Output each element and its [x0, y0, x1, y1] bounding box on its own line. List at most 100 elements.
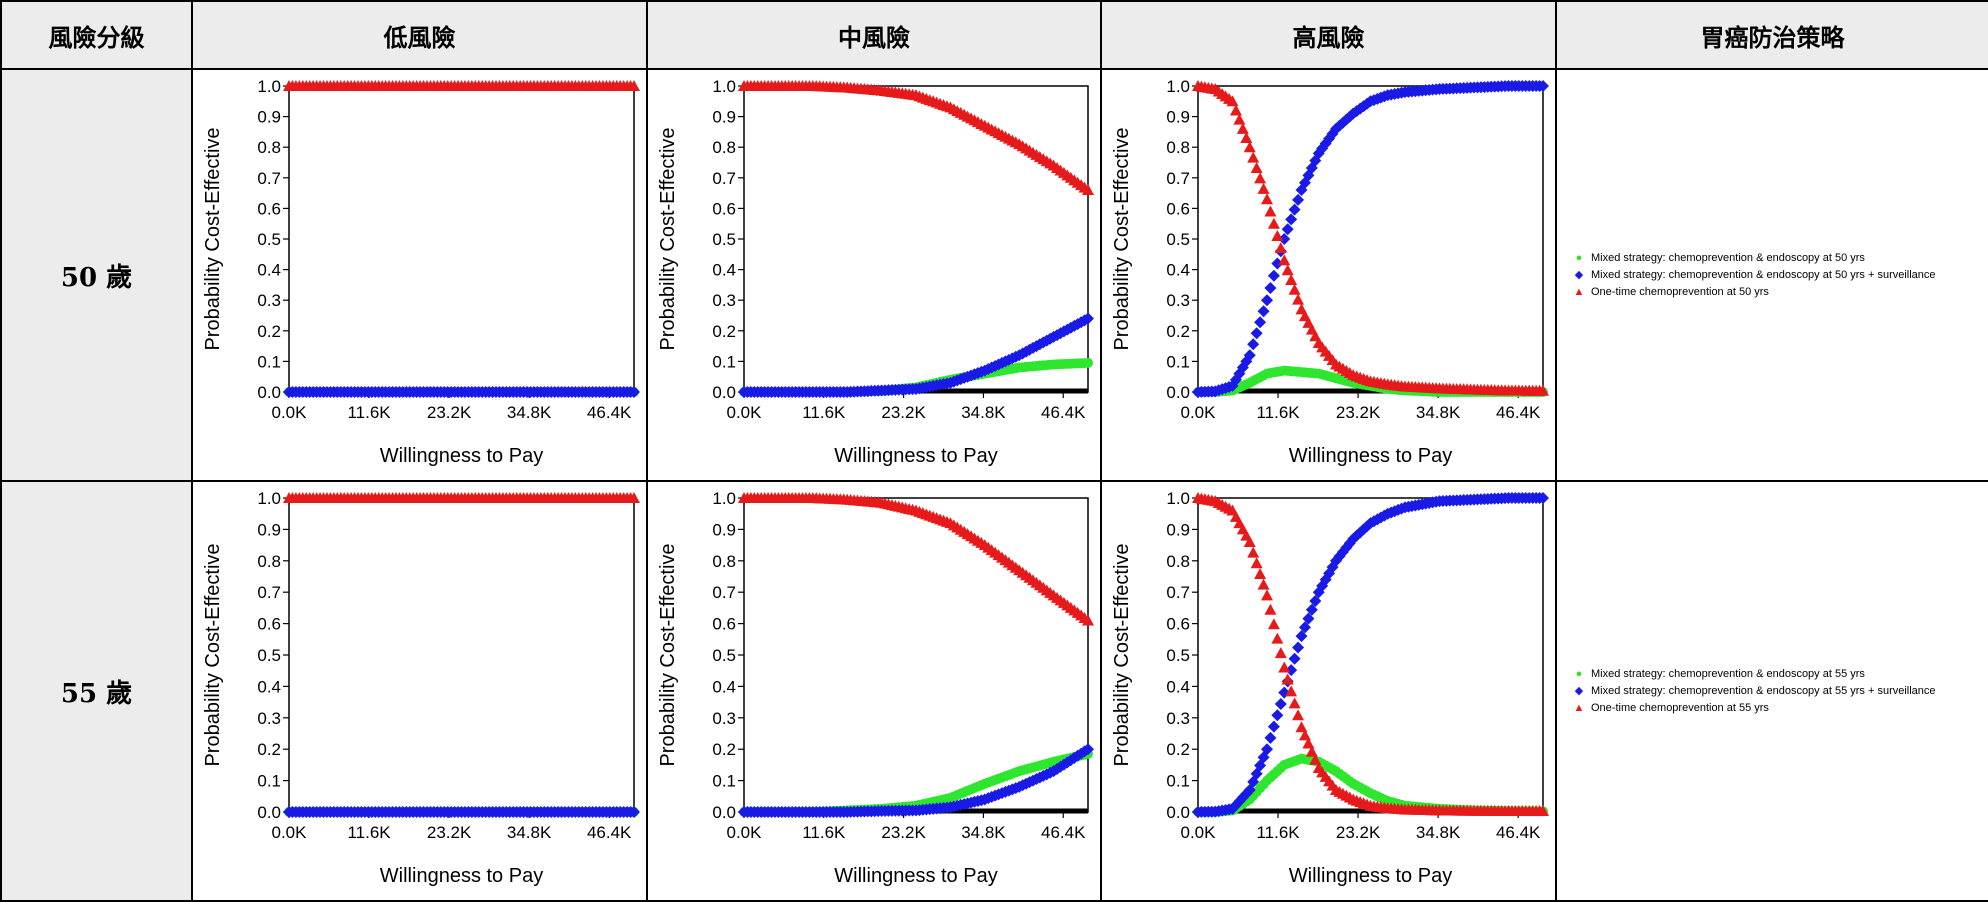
x-tick-label: 11.6K [802, 403, 846, 422]
mixed-surveillance-point [1354, 526, 1367, 539]
one-time-chemoprevention-point [1278, 661, 1291, 673]
one-time-chemoprevention-point [1271, 229, 1284, 241]
header-low-risk: 低風險 [191, 0, 648, 70]
y-tick-label: 0.9 [257, 520, 281, 539]
y-tick-label: 0.8 [257, 552, 281, 571]
x-tick-label: 0.0K [727, 403, 763, 422]
mixed-surveillance-point [1267, 269, 1280, 282]
plot-area [288, 497, 635, 813]
x-tick-label: 34.8K [961, 823, 1006, 842]
y-tick-label: 0.7 [257, 169, 281, 188]
one-time-chemoprevention-point [1082, 184, 1094, 196]
x-tick-label: 0.0K [1181, 403, 1217, 422]
x-tick-label: 46.4K [1496, 403, 1541, 422]
y-tick-label: 0.7 [1166, 583, 1190, 602]
mixed-surveillance-point [1257, 751, 1270, 764]
y-tick-label: 0.0 [257, 383, 281, 402]
mixed-surveillance-point [1343, 110, 1356, 123]
mixed-surveillance-point [1292, 193, 1305, 206]
x-tick-label: 11.6K [1256, 823, 1300, 842]
x-tick-label: 46.4K [587, 403, 632, 422]
one-time-chemoprevention-point [1254, 567, 1267, 579]
mixed-surveillance-point [1250, 327, 1263, 340]
chart-cell: 0.0 0.1 0.2 0.3 0.4 0.5 0.6 0.7 0.8 0.9 1.0 0.0K 11.… [1100, 68, 1557, 482]
chart-55-high-risk: 0.0 0.1 0.2 0.3 0.4 0.5 0.6 0.7 0.8 0.9 1.0 0.0K 11.… [1111, 489, 1549, 887]
chart-50-medium-risk: 0.0 0.1 0.2 0.3 0.4 0.5 0.6 0.7 0.8 0.9 1.0 0.0K 11.… [657, 77, 1094, 467]
mixed-surveillance-point [1233, 367, 1246, 380]
chart-50-high-risk: 0.0 0.1 0.2 0.3 0.4 0.5 0.6 0.7 0.8 0.9 1.0 0.0K 11.… [1111, 77, 1549, 467]
one-time-chemoprevention-point [1250, 162, 1263, 174]
triangle-marker-icon: ▲ [1573, 285, 1585, 298]
mixed-surveillance-point [1336, 546, 1349, 559]
chart-55-low-risk: 0.0 0.1 0.2 0.3 0.4 0.5 0.6 0.7 0.8 0.9 1.0 0.0K 11.… [202, 489, 640, 887]
mixed-surveillance-point [1264, 281, 1277, 294]
legend-item: ▲ One-time chemoprevention at 50 yrs [1573, 284, 1988, 301]
legend-label: One-time chemoprevention at 50 yrs [1591, 286, 1769, 298]
plot-area [288, 85, 635, 393]
y-tick-label: 0.9 [257, 108, 281, 127]
y-tick-label: 0.4 [1166, 677, 1190, 696]
one-time-chemoprevention-point [1292, 293, 1305, 305]
y-tick-label: 0.7 [257, 583, 281, 602]
mixed-surveillance-point [1302, 612, 1315, 625]
chart-cell: 0.0 0.1 0.2 0.3 0.4 0.5 0.6 0.7 0.8 0.9 1.0 0.0K 11.… [646, 68, 1102, 482]
legend-item: ◆ Mixed strategy: chemoprevention & endos… [1573, 683, 1988, 700]
chart-55-medium-risk: 0.0 0.1 0.2 0.3 0.4 0.5 0.6 0.7 0.8 0.9 1.0 0.0K 11.… [657, 489, 1094, 887]
y-tick-label: 0.4 [257, 261, 281, 280]
one-time-chemoprevention-point [1274, 242, 1287, 254]
y-tick-label: 0.6 [257, 199, 281, 218]
y-tick-label: 0.5 [712, 230, 736, 249]
series-markers [738, 492, 1094, 818]
mixed-surveillance-point [1295, 630, 1308, 643]
y-tick-label: 0.5 [257, 230, 281, 249]
x-tick-label: 23.2K [427, 403, 472, 422]
mixed-surveillance-point [1254, 316, 1267, 329]
one-time-chemoprevention-point [1309, 753, 1322, 765]
one-time-chemoprevention-point [1243, 141, 1256, 153]
y-tick-label: 0.1 [712, 772, 736, 791]
y-tick-label: 0.6 [712, 199, 736, 218]
y-tick-label: 0.1 [257, 772, 281, 791]
y-tick-label: 0.7 [712, 583, 736, 602]
mixed-surveillance-point [1292, 641, 1305, 654]
y-tick-label: 0.4 [712, 677, 736, 696]
y-axis-title: Probability Cost-Effective [657, 127, 679, 350]
y-tick-label: 0.0 [712, 383, 736, 402]
age-label-50: 50 歲 [0, 68, 193, 482]
y-axis-title: Probability Cost-Effective [1111, 127, 1133, 350]
one-time-chemoprevention-point [1264, 205, 1277, 217]
plot-area [1197, 497, 1544, 813]
legend-50: ● Mixed strategy: chemoprevention & endos… [1573, 250, 1988, 301]
one-time-chemoprevention-point [1082, 614, 1094, 626]
plot-area [743, 497, 1089, 813]
one-time-chemoprevention-point [1295, 721, 1308, 733]
mixed-surveillance-point [1361, 520, 1374, 533]
legend-55: ● Mixed strategy: chemoprevention & endos… [1573, 666, 1988, 717]
x-tick-label: 46.4K [587, 823, 632, 842]
chart-cell: 0.0 0.1 0.2 0.3 0.4 0.5 0.6 0.7 0.8 0.9 1.0 0.0K 11.… [191, 480, 648, 902]
legend-cell: ● Mixed strategy: chemoprevention & endos… [1555, 68, 1988, 482]
mixed-surveillance-point [1271, 257, 1284, 270]
one-time-chemoprevention-point [1254, 172, 1267, 184]
mixed-surveillance-point [1285, 664, 1298, 677]
y-tick-label: 0.3 [1166, 709, 1190, 728]
table-row: 50 歲 0.0 0.1 0.2 0.3 0.4 0.5 0.6 0.7 0.8 0.9 1.0 0.… [0, 68, 1988, 482]
y-tick-label: 1.0 [712, 77, 736, 96]
header-risk-level: 風險分級 [0, 0, 193, 70]
legend-label: Mixed strategy: chemoprevention & endosc… [1591, 668, 1865, 680]
x-tick-label: 46.4K [1041, 403, 1086, 422]
header-medium-risk: 中風險 [646, 0, 1102, 70]
y-tick-label: 0.0 [1166, 803, 1190, 822]
x-tick-label: 34.8K [507, 823, 552, 842]
one-time-chemoprevention-point [1261, 589, 1273, 601]
x-axis-title: Willingness to Pay [1289, 445, 1452, 467]
legend-cell: ● Mixed strategy: chemoprevention & endos… [1555, 480, 1988, 902]
circle-marker-icon: ● [1575, 251, 1583, 264]
chart-50-low-risk: 0.0 0.1 0.2 0.3 0.4 0.5 0.6 0.7 0.8 0.9 1.0 0.0K 11.… [202, 77, 640, 467]
y-axis-title: Probability Cost-Effective [202, 543, 224, 766]
y-tick-label: 0.3 [712, 291, 736, 310]
y-axis-title: Probability Cost-Effective [1111, 543, 1133, 766]
y-tick-label: 0.8 [257, 138, 281, 157]
y-tick-label: 0.1 [1166, 772, 1190, 791]
